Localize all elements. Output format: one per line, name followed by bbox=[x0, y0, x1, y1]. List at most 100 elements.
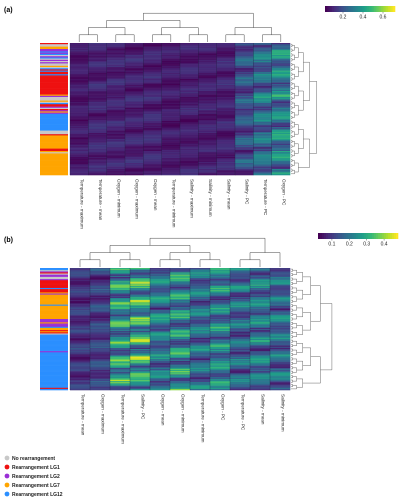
heat-cell bbox=[70, 92, 89, 94]
heat-cell bbox=[150, 296, 171, 299]
row-annotation-cell bbox=[40, 347, 68, 350]
heat-cell bbox=[70, 269, 91, 271]
heat-cell bbox=[125, 147, 144, 149]
heat-cell bbox=[70, 370, 91, 372]
heat-cell bbox=[90, 347, 111, 350]
heat-cell bbox=[180, 67, 199, 69]
heat-cell bbox=[216, 109, 236, 111]
dendrogram-branch bbox=[298, 138, 310, 168]
heat-cell bbox=[161, 46, 181, 49]
heat-cell bbox=[88, 134, 107, 136]
heat-cell bbox=[125, 124, 144, 127]
heat-cell bbox=[270, 380, 291, 382]
heat-cell bbox=[216, 127, 236, 129]
heat-cell bbox=[161, 99, 181, 101]
heat-cell bbox=[70, 145, 89, 147]
dendrogram-branch bbox=[291, 277, 293, 281]
heat-cell bbox=[70, 82, 89, 85]
heat-cell bbox=[90, 270, 111, 272]
heat-cell bbox=[270, 374, 291, 376]
heat-cell bbox=[70, 95, 89, 98]
heat-cell bbox=[210, 350, 231, 352]
heat-cell bbox=[250, 305, 271, 308]
heat-cell bbox=[70, 361, 91, 363]
heat-cell bbox=[110, 293, 131, 295]
heat-cell bbox=[230, 314, 251, 316]
heat-cell bbox=[110, 322, 131, 324]
heat-cell bbox=[70, 86, 89, 88]
heat-cell bbox=[88, 145, 107, 147]
heat-cell bbox=[125, 121, 144, 123]
heat-cell bbox=[250, 282, 271, 284]
heat-cell bbox=[210, 336, 231, 339]
heat-cell bbox=[235, 46, 254, 49]
heat-cell bbox=[253, 134, 272, 136]
heat-cell bbox=[170, 372, 191, 374]
heat-cell bbox=[130, 362, 151, 364]
heat-cell bbox=[210, 352, 231, 354]
heat-cell bbox=[130, 330, 151, 332]
heat-cell bbox=[106, 146, 126, 148]
heat-cell bbox=[250, 368, 271, 371]
heat-cell bbox=[125, 146, 144, 148]
heat-cell bbox=[143, 94, 162, 97]
heat-cell bbox=[70, 88, 89, 91]
heat-cell bbox=[210, 338, 231, 341]
dendrogram-branch bbox=[291, 348, 293, 352]
dendrogram-branch bbox=[292, 367, 297, 373]
heat-cell bbox=[110, 324, 131, 326]
heat-cell bbox=[210, 331, 231, 333]
heat-cell bbox=[170, 325, 191, 328]
heat-cell bbox=[150, 327, 171, 330]
heat-cell bbox=[180, 115, 199, 117]
heat-cell bbox=[216, 77, 236, 80]
heat-cell bbox=[70, 141, 89, 143]
heat-cell bbox=[216, 142, 236, 145]
dendrogram-branch bbox=[294, 47, 299, 58]
heat-cell bbox=[125, 139, 144, 141]
heat-cell bbox=[198, 95, 217, 98]
heat-cell bbox=[250, 297, 271, 300]
heat-cell bbox=[271, 119, 291, 122]
heat-cell bbox=[230, 333, 251, 335]
heat-cell bbox=[271, 129, 291, 131]
heat-cell bbox=[70, 275, 91, 278]
heat-cell bbox=[271, 140, 291, 142]
row-annotation-cell bbox=[40, 370, 68, 372]
heat-cell bbox=[70, 61, 89, 63]
heat-cell bbox=[150, 287, 171, 290]
heat-cell bbox=[270, 313, 291, 315]
heat-cell bbox=[250, 294, 271, 297]
heat-cell bbox=[70, 149, 89, 152]
heat-cell bbox=[90, 354, 111, 356]
heat-cell bbox=[130, 312, 151, 314]
row-annotation-cell bbox=[40, 375, 68, 377]
heat-cell bbox=[130, 281, 151, 283]
heat-cell bbox=[161, 67, 181, 69]
heat-cell bbox=[180, 141, 199, 143]
heat-cell bbox=[235, 116, 254, 118]
heat-cell bbox=[143, 73, 162, 75]
heat-cell bbox=[270, 329, 291, 331]
heat-cell bbox=[235, 71, 254, 74]
heat-cell bbox=[235, 143, 254, 146]
heat-cell bbox=[198, 170, 217, 172]
heat-cell bbox=[125, 64, 144, 67]
heat-cell bbox=[150, 345, 171, 348]
row-dendrogram bbox=[291, 44, 317, 174]
heat-cell bbox=[90, 332, 111, 334]
heat-cell bbox=[198, 93, 217, 95]
heat-cell bbox=[271, 46, 291, 49]
heat-cell bbox=[125, 158, 144, 160]
row-annotation-cell bbox=[40, 285, 68, 288]
heat-cell bbox=[270, 342, 291, 344]
heat-cell bbox=[170, 311, 191, 313]
heat-cell bbox=[210, 356, 231, 359]
dendrogram-branch bbox=[291, 273, 293, 276]
heat-cell bbox=[235, 124, 254, 127]
heat-cell bbox=[125, 86, 144, 88]
heat-cell bbox=[270, 382, 291, 384]
heat-cell bbox=[250, 370, 271, 372]
heat-cell bbox=[125, 56, 144, 58]
heat-cell bbox=[250, 313, 271, 315]
